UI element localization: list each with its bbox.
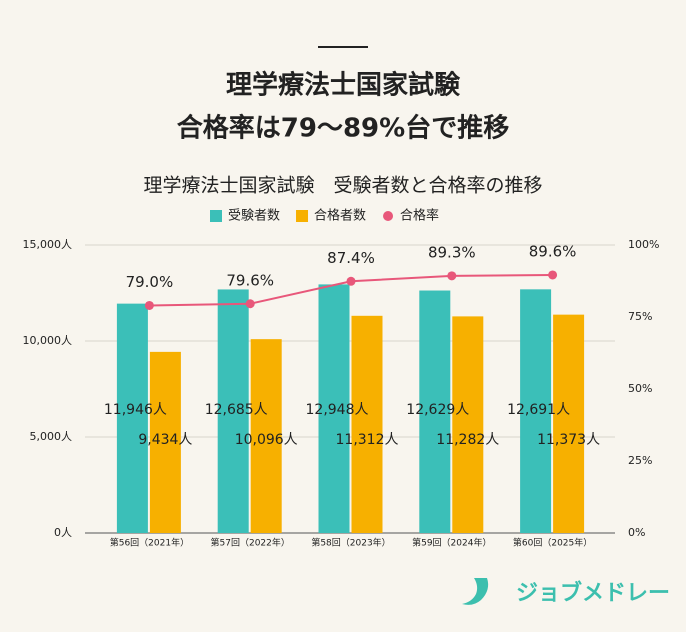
point <box>548 270 558 280</box>
value-label: 79.0% <box>126 273 174 291</box>
legend-swatch <box>296 210 309 222</box>
chart-title: 理学療法士国家試験 受験者数と合格率の推移 <box>143 175 542 197</box>
brand: ジョブメドレー <box>516 580 670 606</box>
value-label: 89.6% <box>529 242 577 260</box>
bar <box>116 303 148 533</box>
x-tick-label: 第56回（2021年） <box>110 537 189 549</box>
value-label: 9,434人 <box>138 432 192 448</box>
y-tick-label: 0人 <box>54 526 72 539</box>
point <box>447 271 457 281</box>
bar <box>217 289 249 533</box>
legend-label: 受験者数 <box>228 209 280 224</box>
value-label: 87.4% <box>327 249 375 267</box>
y-tick-label: 15,000人 <box>23 238 73 251</box>
x-tick-label: 第59回（2024年） <box>412 537 491 549</box>
bar <box>553 314 585 533</box>
bar <box>520 289 552 533</box>
y2-tick-label: 75% <box>628 310 652 323</box>
value-label: 89.3% <box>428 243 476 261</box>
bar <box>149 351 181 533</box>
logo: ジョブメドレー <box>462 578 670 606</box>
legend-swatch <box>383 211 394 221</box>
x-tick-label: 第60回（2025年） <box>513 537 592 549</box>
value-label: 10,096人 <box>235 432 298 448</box>
x-tick-label: 第58回（2023年） <box>311 537 390 549</box>
x-tick-label: 第57回（2022年） <box>211 537 290 549</box>
bar <box>452 316 484 533</box>
value-label: 79.6% <box>226 271 274 289</box>
value-label: 12,685人 <box>205 402 268 418</box>
value-label: 12,948人 <box>306 402 369 418</box>
title-line: 合格率は79～89%台で推移 <box>177 113 509 144</box>
value-label: 12,691人 <box>507 402 570 418</box>
point <box>346 276 356 286</box>
logo-icon <box>462 578 489 605</box>
title-line: 理学療法士国家試験 <box>226 70 461 101</box>
value-label: 11,282人 <box>436 432 499 448</box>
y2-tick-label: 50% <box>628 382 652 395</box>
bar <box>351 315 383 533</box>
legend-label: 合格者数 <box>314 208 366 224</box>
value-label: 11,946人 <box>104 402 167 418</box>
bar <box>318 284 350 533</box>
y2-tick-label: 0% <box>628 526 645 539</box>
bar <box>250 339 282 533</box>
y-tick-label: 5,000人 <box>30 430 73 443</box>
value-label: 11,312人 <box>336 432 399 448</box>
point <box>144 300 154 310</box>
y2-tick-label: 100% <box>628 238 659 251</box>
y2-tick-label: 25% <box>628 454 652 467</box>
y-tick-label: 10,000人 <box>23 334 73 347</box>
legend-label: 合格率 <box>400 208 439 224</box>
bar <box>419 290 451 533</box>
legend-swatch <box>210 210 222 222</box>
value-label: 11,373人 <box>537 432 600 448</box>
value-label: 12,629人 <box>406 402 469 418</box>
point <box>245 299 255 309</box>
